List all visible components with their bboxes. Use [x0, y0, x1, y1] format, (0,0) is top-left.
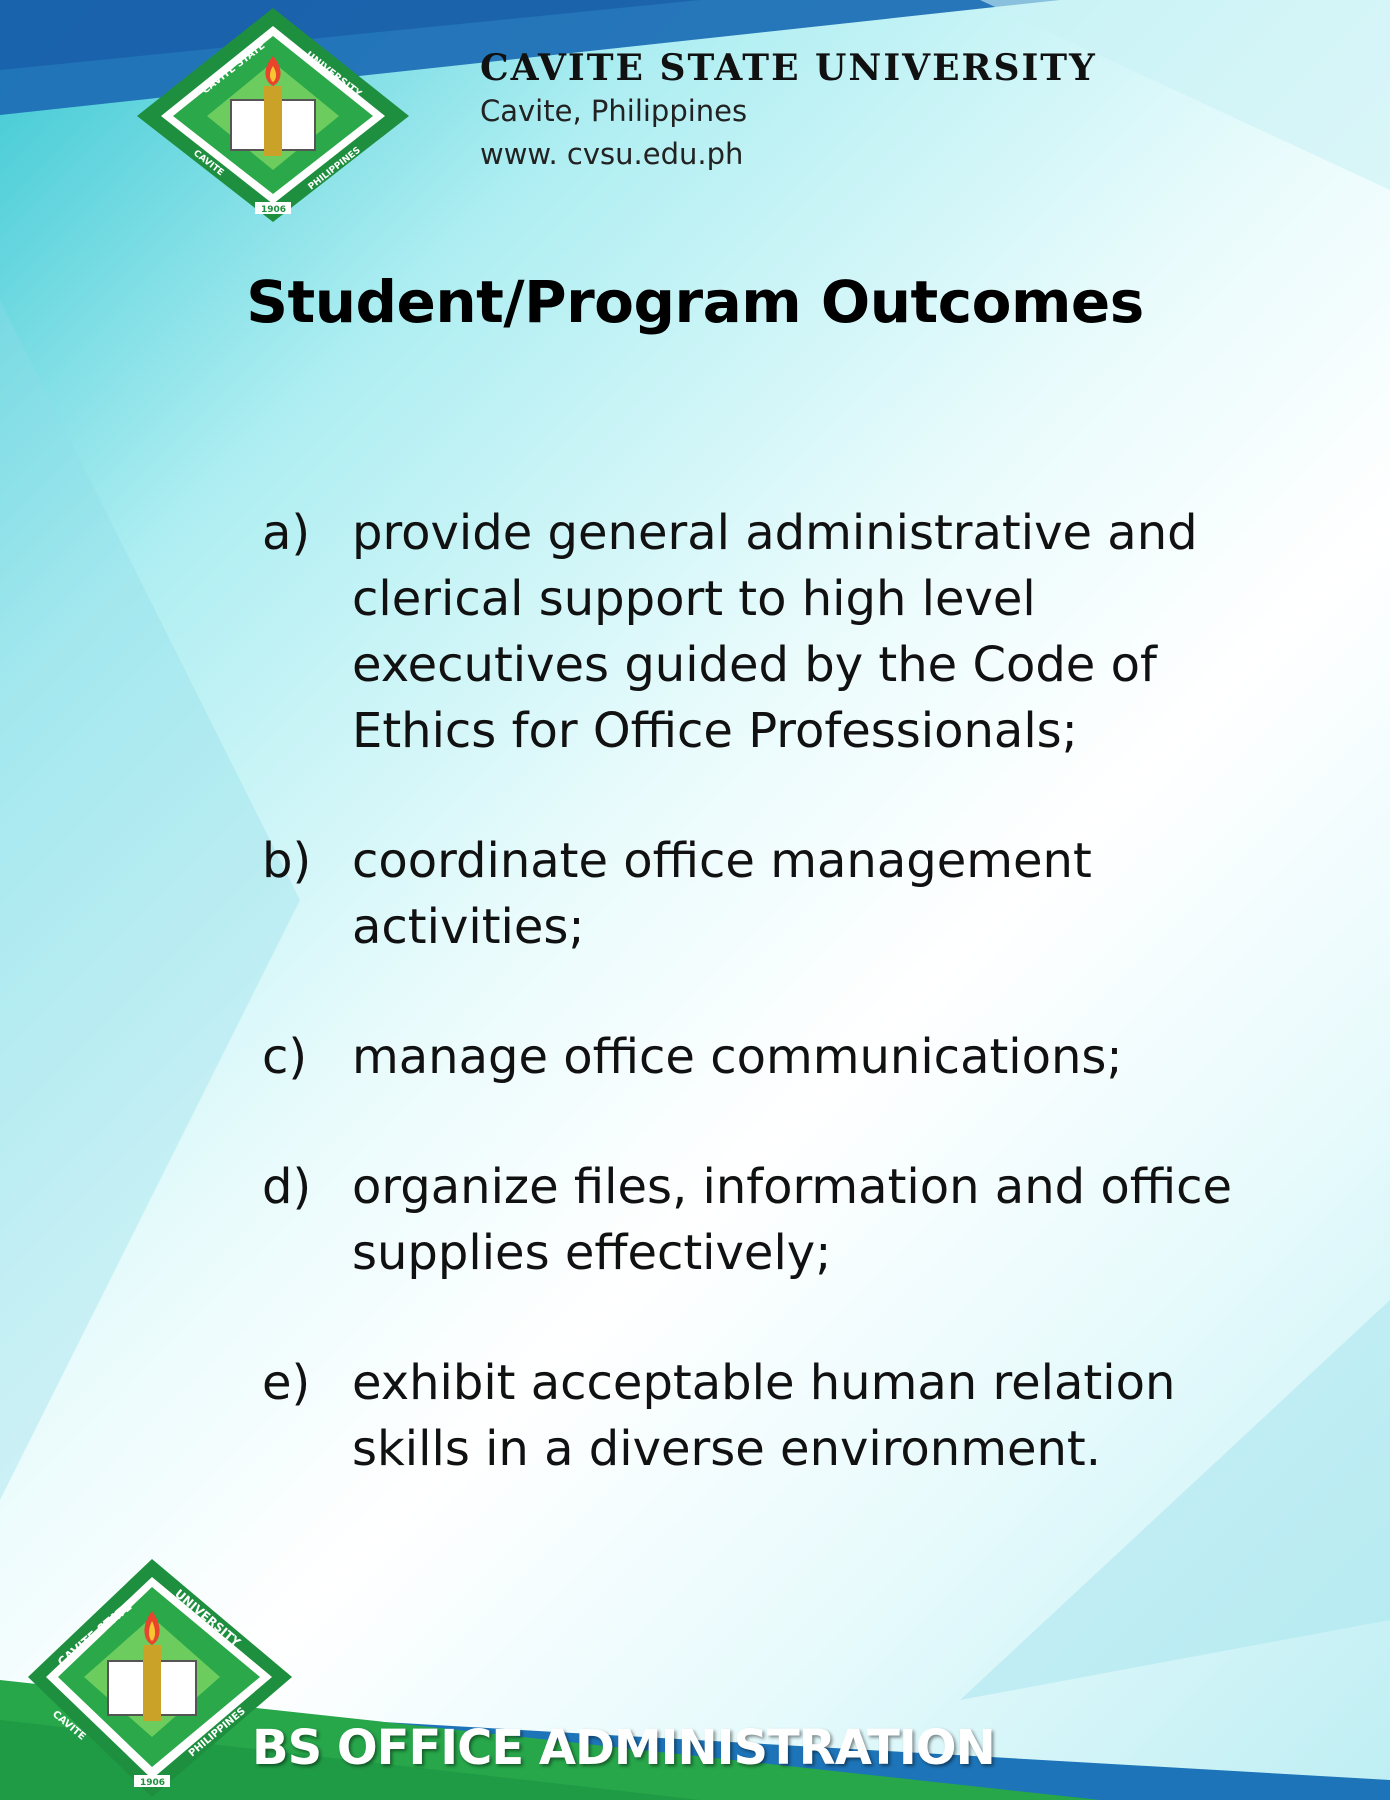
outcome-letter: b): [262, 833, 312, 889]
university-name: CAVITE STATE UNIVERSITY: [480, 47, 1097, 89]
outcome-letter: d): [262, 1159, 312, 1215]
outcome-text: exhibit acceptable human relation skills…: [352, 1355, 1176, 1477]
outcome-item: b) coordinate office management activiti…: [262, 828, 1302, 960]
outcome-item: c) manage office communications;: [262, 1024, 1302, 1090]
university-location: Cavite, Philippines: [480, 94, 748, 128]
outcome-text: provide general administrative and cleri…: [352, 505, 1198, 759]
outcome-item: d) organize files, information and offic…: [262, 1154, 1302, 1286]
university-website: www. cvsu.edu.ph: [480, 136, 744, 171]
outcome-text: organize files, information and office s…: [352, 1159, 1233, 1281]
university-seal-logo: CAVITE STATE UNIVERSITY CAVITE PHILIPPIN…: [137, 8, 409, 222]
outcome-letter: e): [262, 1355, 311, 1411]
seal-year: 1906: [140, 1778, 165, 1788]
outcome-text: coordinate office management activities;: [352, 833, 1092, 955]
outcome-item: a) provide general administrative and cl…: [262, 500, 1302, 764]
outcome-text: manage office communications;: [352, 1029, 1123, 1085]
outcome-item: e) exhibit acceptable human relation ski…: [262, 1350, 1302, 1482]
program-name: BS OFFICE ADMINISTRATION: [252, 1720, 996, 1776]
outcome-letter: c): [262, 1029, 308, 1085]
page-title: Student/Program Outcomes: [246, 268, 1144, 336]
seal-year: 1906: [261, 205, 286, 215]
university-header: CAVITE STATE UNIVERSITY Cavite, Philippi…: [480, 50, 1097, 172]
outcomes-list: a) provide general administrative and cl…: [262, 500, 1302, 1482]
outcome-letter: a): [262, 505, 311, 561]
university-seal-logo: CAVITE STATE UNIVERSITY CAVITE PHILIPPIN…: [28, 1559, 292, 1797]
